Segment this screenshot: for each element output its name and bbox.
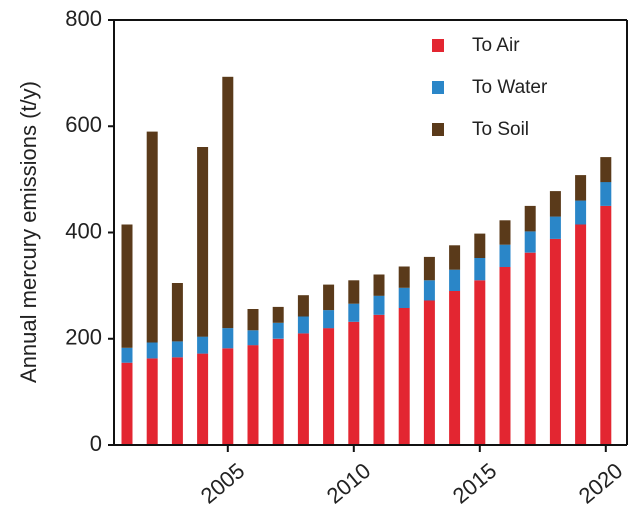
bar-segment-to-air-2009 — [323, 328, 335, 445]
bar-segment-to-soil-2012 — [398, 266, 410, 288]
y-axis-title: Annual mercury emissions (t/y) — [16, 81, 41, 383]
bar-segment-to-soil-2008 — [297, 295, 309, 317]
bar-segment-to-soil-2002 — [146, 131, 158, 343]
bar-segment-to-soil-2019 — [575, 175, 587, 201]
bar-segment-to-air-2017 — [524, 252, 536, 445]
bar-segment-to-air-2003 — [171, 357, 183, 445]
bar-segment-to-water-2006 — [247, 330, 259, 346]
bar-segment-to-water-2019 — [575, 200, 587, 225]
legend: To Air To Water To Soil — [432, 35, 548, 140]
bar-segment-to-air-2010 — [348, 321, 360, 446]
bar-segment-to-soil-2009 — [323, 284, 335, 311]
bar-segment-to-water-2010 — [348, 303, 360, 322]
bar-segment-to-water-2008 — [297, 316, 309, 334]
bar-segment-to-water-2001 — [121, 347, 133, 363]
bar-segment-to-water-2012 — [398, 287, 410, 308]
bar-segment-to-water-2002 — [146, 342, 158, 359]
y-tick-label: 0 — [90, 431, 102, 456]
bar-segment-to-air-2015 — [474, 280, 486, 445]
bar-segment-to-soil-2015 — [474, 233, 486, 258]
bar-segment-to-soil-2004 — [197, 147, 209, 337]
bar-segment-to-soil-2020 — [600, 157, 612, 183]
bar-segment-to-water-2007 — [272, 322, 284, 339]
bar-segment-to-water-2003 — [171, 341, 183, 358]
bar-segment-to-air-2011 — [373, 314, 385, 445]
x-tick-label: 2005 — [196, 458, 250, 509]
bar-segment-to-air-2020 — [600, 205, 612, 445]
bar-segment-to-soil-2016 — [499, 220, 511, 245]
bar-segment-to-air-2016 — [499, 267, 511, 445]
bar-segment-to-air-2005 — [222, 348, 234, 445]
x-tick-label: 2010 — [322, 458, 376, 509]
bar-segment-to-air-2004 — [197, 353, 209, 445]
bar-segment-to-soil-2013 — [423, 256, 435, 281]
bar-segment-to-water-2014 — [449, 269, 461, 291]
bar-segment-to-water-2005 — [222, 328, 234, 349]
bar-segment-to-air-2019 — [575, 224, 587, 445]
legend-swatch-to-air — [432, 39, 444, 52]
x-tick-label: 2020 — [574, 458, 628, 509]
bar-segment-to-soil-2006 — [247, 309, 259, 331]
bar-segment-to-soil-2011 — [373, 274, 385, 296]
bar-segment-to-air-2008 — [297, 333, 309, 445]
legend-label: To Water — [472, 77, 548, 98]
bar-segment-to-water-2020 — [600, 182, 612, 206]
bar-segment-to-water-2009 — [323, 310, 335, 329]
y-ticks-layer: 0 200 400 600 800 — [65, 6, 114, 456]
bar-segment-to-soil-2001 — [121, 224, 133, 348]
legend-label: To Air — [472, 35, 520, 56]
x-tick-label: 2015 — [448, 458, 502, 509]
bar-segment-to-air-2007 — [272, 338, 284, 446]
bar-segment-to-soil-2010 — [348, 280, 360, 304]
bar-segment-to-water-2017 — [524, 231, 536, 253]
legend-swatch-to-soil — [432, 123, 444, 136]
bar-segment-to-water-2013 — [423, 280, 435, 301]
bar-segment-to-air-2012 — [398, 307, 410, 445]
bar-segment-to-air-2006 — [247, 345, 259, 445]
y-tick-label: 400 — [65, 218, 102, 243]
bar-segment-to-soil-2003 — [171, 283, 183, 342]
bar-segment-to-air-2013 — [423, 300, 435, 445]
y-tick-label: 800 — [65, 6, 102, 31]
bar-segment-to-air-2002 — [146, 358, 158, 445]
bar-segment-to-soil-2018 — [549, 191, 561, 217]
bar-segment-to-soil-2005 — [222, 76, 234, 329]
legend-label: To Soil — [472, 119, 529, 140]
bar-segment-to-air-2018 — [549, 238, 561, 445]
bar-segment-to-soil-2007 — [272, 306, 284, 323]
bar-segment-to-soil-2017 — [524, 205, 536, 232]
bar-segment-to-air-2014 — [449, 290, 461, 445]
bar-segment-to-soil-2014 — [449, 245, 461, 270]
bar-segment-to-water-2015 — [474, 258, 486, 281]
bars-layer — [121, 76, 612, 446]
bar-segment-to-water-2004 — [197, 336, 209, 354]
bar-segment-to-water-2016 — [499, 244, 511, 267]
bar-segment-to-water-2011 — [373, 295, 385, 315]
bar-segment-to-air-2001 — [121, 362, 133, 445]
legend-swatch-to-water — [432, 81, 444, 94]
y-tick-label: 600 — [65, 112, 102, 137]
y-tick-label: 200 — [65, 325, 102, 350]
bar-segment-to-water-2018 — [549, 216, 561, 239]
x-ticks-layer: 2005 2010 2015 2020 — [196, 445, 628, 509]
